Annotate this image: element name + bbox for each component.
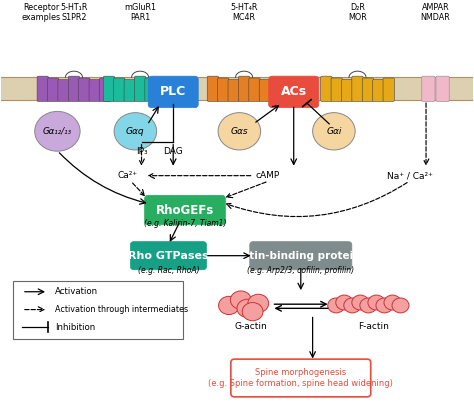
Text: Na⁺ / Ca²⁺: Na⁺ / Ca²⁺ [387, 171, 432, 180]
FancyBboxPatch shape [58, 79, 69, 102]
FancyBboxPatch shape [352, 76, 363, 102]
Text: Gαq: Gαq [126, 127, 145, 136]
FancyBboxPatch shape [89, 79, 100, 102]
Text: Receptor
examples: Receptor examples [22, 3, 61, 22]
FancyBboxPatch shape [103, 76, 115, 102]
FancyBboxPatch shape [250, 242, 352, 270]
Text: RhoGEFs: RhoGEFs [156, 203, 214, 217]
Text: Gαs: Gαs [230, 127, 248, 136]
Circle shape [376, 298, 393, 313]
Circle shape [35, 111, 80, 151]
Circle shape [218, 113, 261, 150]
Circle shape [352, 295, 369, 310]
Circle shape [336, 295, 353, 310]
FancyBboxPatch shape [47, 78, 59, 102]
FancyBboxPatch shape [383, 78, 394, 102]
FancyBboxPatch shape [135, 76, 146, 102]
Circle shape [344, 298, 361, 313]
Text: Activation: Activation [55, 287, 98, 296]
Circle shape [368, 295, 385, 310]
Text: Rho GTPases: Rho GTPases [128, 251, 209, 261]
FancyBboxPatch shape [422, 76, 435, 102]
Text: Gαi: Gαi [326, 127, 342, 136]
FancyBboxPatch shape [12, 280, 182, 339]
FancyBboxPatch shape [37, 76, 48, 102]
FancyBboxPatch shape [124, 79, 136, 102]
FancyBboxPatch shape [341, 79, 353, 102]
FancyBboxPatch shape [114, 78, 125, 102]
Text: mGluR1
PAR1: mGluR1 PAR1 [124, 3, 156, 22]
Circle shape [114, 113, 156, 150]
FancyBboxPatch shape [320, 76, 332, 102]
Text: cAMP: cAMP [255, 171, 280, 180]
FancyBboxPatch shape [373, 79, 384, 102]
Circle shape [242, 302, 263, 321]
FancyBboxPatch shape [238, 76, 250, 102]
Text: (e.g. Rac, RhoA): (e.g. Rac, RhoA) [137, 266, 199, 275]
FancyBboxPatch shape [207, 76, 219, 102]
Text: ACs: ACs [281, 85, 307, 99]
Text: PLC: PLC [160, 85, 186, 99]
FancyBboxPatch shape [155, 79, 166, 102]
FancyBboxPatch shape [331, 78, 342, 102]
Text: Inhibition: Inhibition [55, 323, 95, 332]
Circle shape [392, 298, 409, 313]
Text: Spine morphogenesis
(e.g. Spine formation, spine head widening): Spine morphogenesis (e.g. Spine formatio… [209, 368, 393, 388]
FancyBboxPatch shape [100, 78, 111, 102]
Circle shape [248, 294, 269, 312]
Text: 5-HT₄R
MC4R: 5-HT₄R MC4R [230, 3, 258, 22]
Text: Actin-binding proteins: Actin-binding proteins [235, 251, 367, 261]
Circle shape [384, 295, 401, 310]
FancyBboxPatch shape [79, 78, 90, 102]
Text: AMPAR
NMDAR: AMPAR NMDAR [420, 3, 450, 22]
Text: F-actin: F-actin [359, 322, 390, 331]
Text: (e.g. Kalirin-7, Tiam1): (e.g. Kalirin-7, Tiam1) [144, 219, 226, 228]
Text: (e.g. Arp2/3, cofilin, profilin): (e.g. Arp2/3, cofilin, profilin) [247, 266, 355, 275]
FancyBboxPatch shape [259, 79, 271, 102]
Text: Activation through intermediates: Activation through intermediates [55, 305, 188, 314]
Circle shape [360, 298, 377, 313]
FancyBboxPatch shape [231, 359, 371, 397]
FancyBboxPatch shape [218, 78, 229, 102]
FancyBboxPatch shape [362, 78, 374, 102]
Text: Gα₁₂/₁₃: Gα₁₂/₁₃ [43, 127, 72, 136]
FancyBboxPatch shape [228, 79, 239, 102]
FancyBboxPatch shape [148, 76, 198, 108]
FancyBboxPatch shape [130, 242, 207, 270]
FancyBboxPatch shape [145, 196, 226, 225]
Text: IP₃: IP₃ [136, 147, 147, 156]
Text: G-actin: G-actin [235, 322, 267, 331]
Text: DAG: DAG [164, 147, 183, 156]
Text: D₂R
MOR: D₂R MOR [348, 3, 367, 22]
Text: Ca²⁺: Ca²⁺ [117, 171, 137, 180]
Bar [0, 77, 474, 100]
FancyBboxPatch shape [145, 78, 156, 102]
FancyBboxPatch shape [249, 78, 260, 102]
FancyBboxPatch shape [68, 76, 80, 102]
Circle shape [328, 298, 345, 313]
Circle shape [219, 296, 239, 314]
Circle shape [237, 299, 258, 317]
Circle shape [313, 113, 355, 150]
FancyBboxPatch shape [165, 78, 177, 102]
Text: 5-HT₁R
S1PR2: 5-HT₁R S1PR2 [60, 3, 88, 22]
Circle shape [230, 291, 251, 309]
FancyBboxPatch shape [270, 78, 281, 102]
FancyBboxPatch shape [269, 76, 319, 108]
FancyBboxPatch shape [436, 76, 449, 102]
